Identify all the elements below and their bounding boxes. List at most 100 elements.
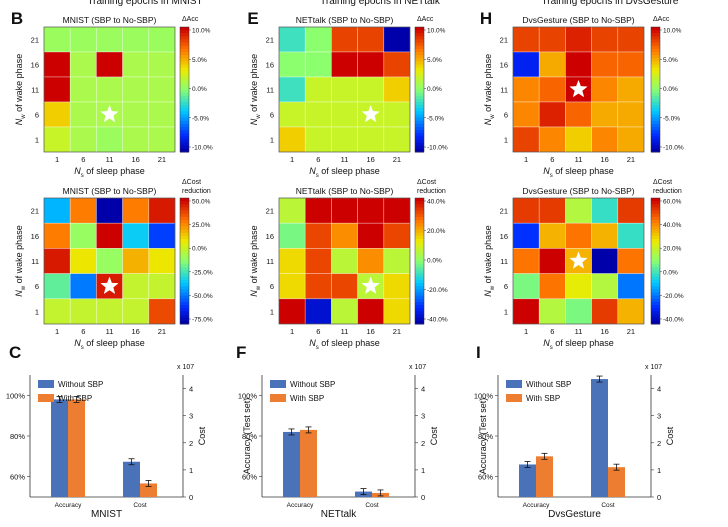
colorbar-segment [651, 102, 660, 106]
colorbar-segment [180, 33, 189, 37]
colorbar-segment [651, 95, 660, 100]
heatmap-frame [278, 197, 411, 325]
right-tick-label: 2 [189, 439, 193, 448]
heatmap-cell [357, 76, 385, 103]
xlabel-subscript: s [316, 173, 319, 179]
colorbar-segment [651, 133, 660, 137]
colorbar-tick-label: 0.0% [192, 86, 207, 93]
heatmap-cell [148, 76, 176, 103]
xlabel-text: of sleep phase [319, 338, 380, 348]
heatmap-cell [304, 222, 332, 249]
colorbar-frame [179, 26, 190, 153]
heatmap-y-tick: 11 [266, 257, 274, 266]
heatmap-cell [148, 51, 176, 78]
colorbar-segment [651, 83, 660, 87]
colorbar-segment [651, 30, 660, 34]
colorbar-segment [415, 295, 424, 300]
panel-letter-E: E [247, 9, 258, 28]
xlabel-subscript: s [81, 173, 84, 179]
xlabel-text: of sleep phase [84, 338, 145, 348]
xlabel-symbol: N [309, 338, 316, 348]
heatmap-cell [383, 222, 411, 249]
heatmap-cell [148, 26, 176, 53]
colorbar-segment [651, 286, 660, 290]
colorbar-segment [415, 61, 424, 65]
heatmap-cell [304, 101, 332, 128]
heatmap-frame [43, 26, 176, 153]
bar-with-sbp [140, 483, 157, 497]
colorbar-segment [180, 145, 189, 150]
colorbar-segment [180, 261, 189, 265]
colorbar-segment [180, 251, 189, 256]
heatmap-cell [591, 248, 619, 274]
colorbar-segment [415, 80, 424, 84]
heatmap-cell [538, 273, 566, 300]
right-tick-label: 4 [657, 385, 661, 394]
cost-exponent: x 107 [645, 364, 662, 371]
heatmap-cell [304, 76, 332, 103]
colorbar-title: reduction [653, 188, 682, 195]
colorbar-segment [180, 80, 189, 84]
colorbar-segment [180, 245, 189, 249]
heatmap-cell [565, 76, 592, 103]
heatmap-x-tick: 16 [132, 327, 140, 336]
heatmap-x-tick: 21 [627, 327, 635, 336]
colorbar-segment [180, 120, 189, 125]
colorbar-segment [180, 301, 189, 306]
heatmap-y-tick: 11 [31, 257, 39, 266]
colorbar-segment [415, 55, 424, 59]
colorbar-segment [415, 108, 424, 112]
colorbar-tick-label: -75.0% [192, 317, 213, 324]
colorbar-segment [651, 42, 660, 47]
heatmap-y-tick: 1 [35, 307, 39, 316]
heatmap-cell [512, 101, 540, 128]
cost-axis-label: Cost [429, 426, 439, 445]
heatmap-x-tick: 1 [290, 327, 294, 336]
heatmap-title: DvsGesture (SBP to No-SBP) [522, 186, 634, 196]
heatmap-cell [69, 51, 97, 78]
colorbar-segment [415, 276, 424, 281]
heatmap-y-tick: 16 [31, 61, 39, 70]
colorbar-segment [180, 83, 189, 87]
colorbar-segment [651, 245, 660, 249]
heatmap-cell [96, 26, 123, 53]
colorbar-segment [651, 52, 660, 56]
colorbar-segment [651, 226, 660, 230]
heatmap-cell [331, 298, 358, 325]
colorbar-tick-label: 40.0% [427, 199, 446, 206]
heatmap-cell [512, 273, 540, 300]
colorbar-segment [651, 117, 660, 122]
colorbar-segment [180, 207, 189, 212]
heatmap-y-tick: 16 [31, 232, 39, 241]
heatmap-cell [617, 76, 645, 103]
colorbar-segment [180, 235, 189, 240]
colorbar-tick-label: 0.0% [427, 86, 442, 93]
heatmap-x-tick: 6 [316, 155, 320, 164]
colorbar-segment [651, 127, 660, 131]
heatmap-cell [383, 101, 411, 128]
heatmap-cell [69, 76, 97, 103]
heatmap-cell [43, 51, 71, 78]
colorbar-tick-label: -50.0% [192, 293, 213, 300]
colorbar-segment [651, 36, 660, 40]
colorbar-tick-label: -5.0% [663, 115, 680, 122]
heatmap-cell [304, 248, 332, 274]
heatmap-y-label: Nw of wake phase [249, 225, 262, 296]
colorbar-segment [180, 45, 189, 50]
colorbar-segment [415, 311, 424, 316]
colorbar-segment [415, 42, 424, 47]
ylabel-symbol: N [483, 290, 493, 297]
colorbar-segment [651, 120, 660, 125]
heatmap-cell [591, 26, 619, 53]
heatmap-x-label: Ns of sleep phase [309, 166, 380, 179]
colorbar-segment [651, 283, 660, 287]
heatmap-cell [43, 76, 71, 103]
heatmap-y-tick: 21 [266, 207, 274, 216]
colorbar-tick-label: -5.0% [192, 115, 209, 122]
colorbar-segment [180, 142, 189, 147]
heatmap-x-label: Ns of sleep phase [543, 166, 614, 179]
heatmap-x-tick: 11 [106, 327, 114, 336]
heatmap-cell [591, 76, 619, 103]
colorbar-segment [651, 204, 660, 208]
